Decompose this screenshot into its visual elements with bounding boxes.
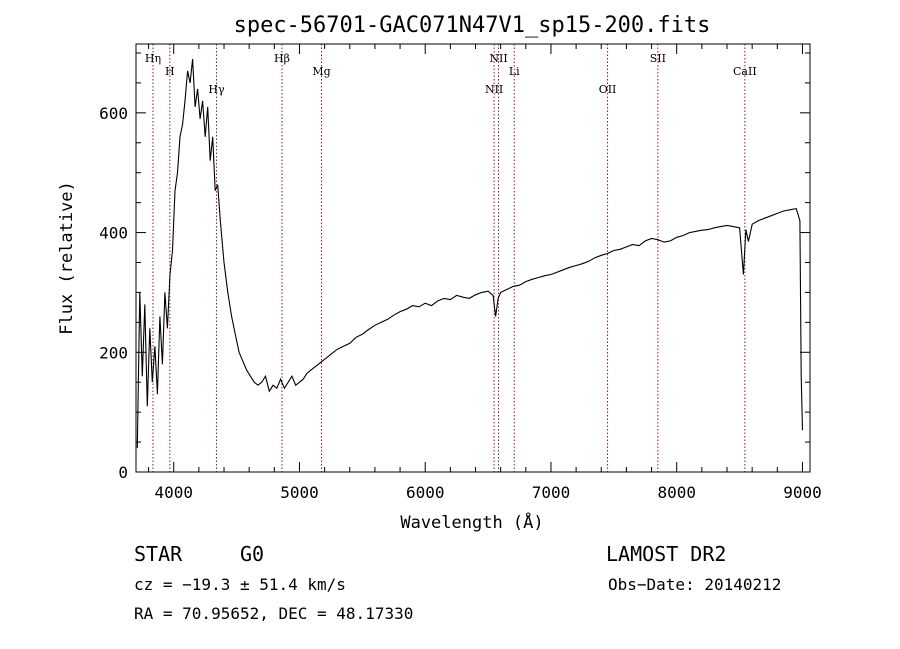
spectral-line-label: Li	[509, 65, 520, 78]
x-tick-label: 7000	[532, 483, 571, 502]
spectral-line-label: SII	[650, 52, 666, 65]
spectral-line-label: NII	[485, 83, 503, 96]
y-axis-ticks: 0 200 400 600	[99, 52, 810, 482]
spectral-line-markers	[152, 44, 746, 472]
redshift-text: cz = −19.3 ± 51.4 km/s	[134, 575, 346, 594]
spectral-line-label: Hβ	[274, 52, 290, 65]
x-tick-label: 4000	[154, 483, 193, 502]
y-tick-label: 600	[99, 104, 128, 123]
x-axis-ticks: 4000 5000 6000 7000 8000 9000	[148, 44, 822, 502]
obs-date-text: Obs−Date: 20140212	[608, 575, 781, 594]
y-axis-label: Flux (relative)	[57, 181, 77, 335]
plot-frame	[135, 43, 811, 473]
spectral-line-label: OII	[599, 83, 617, 96]
survey-name: LAMOST DR2	[606, 542, 726, 566]
coordinates-text: RA = 70.95652, DEC = 48.17330	[134, 604, 413, 623]
x-tick-label: 8000	[657, 483, 696, 502]
object-class: STAR	[134, 542, 183, 566]
x-axis-label: Wavelength (Å)	[400, 511, 543, 533]
x-tick-label: 9000	[783, 483, 822, 502]
spectral-line-label: NII	[489, 52, 507, 65]
y-tick-label: 0	[118, 463, 128, 482]
spectral-line-label: Hγ	[208, 83, 225, 96]
spectrum-line	[136, 58, 804, 449]
chart-title: spec-56701-GAC071N47V1_sp15-200.fits	[234, 13, 711, 38]
object-subclass: G0	[240, 542, 264, 566]
spectral-line-label: Mg	[312, 65, 330, 78]
spectral-line-label: H	[165, 65, 175, 78]
x-tick-label: 6000	[406, 483, 445, 502]
spectral-line-label: Hη	[145, 52, 161, 65]
y-tick-label: 200	[99, 343, 128, 362]
spectral-line-label: CaII	[733, 65, 757, 78]
x-tick-label: 5000	[280, 483, 319, 502]
y-tick-label: 400	[99, 224, 128, 243]
